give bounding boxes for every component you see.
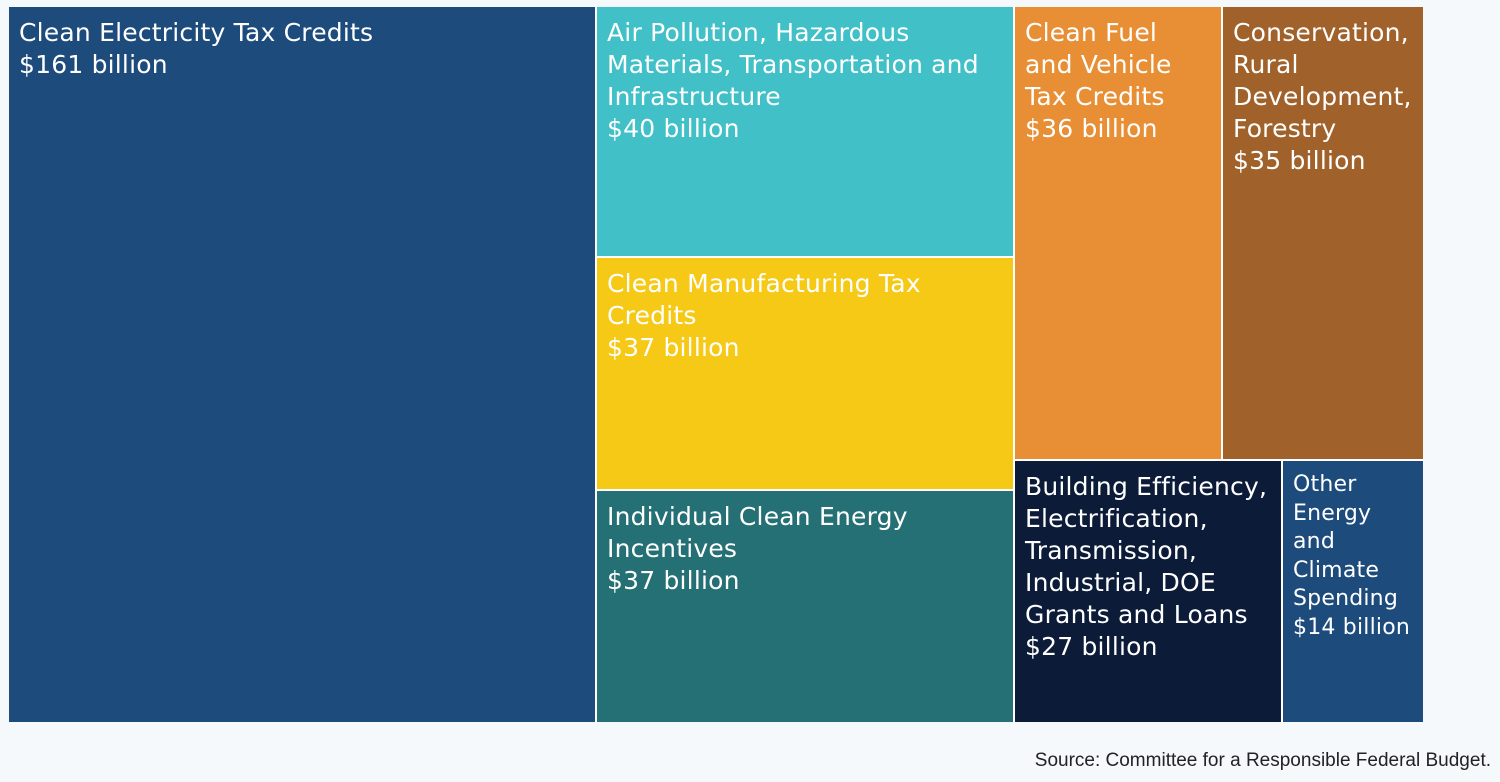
- tile-value: $36 billion: [1025, 114, 1158, 143]
- tile-value: $27 billion: [1025, 632, 1158, 661]
- tile-label: Air Pollution, Hazardous Materials, Trans…: [607, 18, 979, 111]
- tile-label: Clean Manufacturing Tax Credits: [607, 269, 921, 330]
- tile-label: Building Efficiency, Electrification, Tran…: [1025, 472, 1268, 629]
- tile-label: Clean Fuel and Vehicle Tax Credits: [1025, 18, 1172, 111]
- treemap-tile-clean-manufacturing: Clean Manufacturing Tax Credits $37 billio…: [597, 258, 1013, 489]
- treemap-tile-conservation: Conservation, Rural Development, Forestry $3…: [1223, 7, 1423, 459]
- treemap-chart: Clean Electricity Tax Credits $161 billio…: [9, 7, 1423, 722]
- tile-value: $37 billion: [607, 333, 740, 362]
- treemap-tile-clean-fuel-vehicle: Clean Fuel and Vehicle Tax Credits $36 bill…: [1015, 7, 1221, 459]
- treemap-tile-air-pollution: Air Pollution, Hazardous Materials, Trans…: [597, 7, 1013, 256]
- treemap-tile-building-efficiency: Building Efficiency, Electrification, Tran…: [1015, 461, 1281, 722]
- source-note: Source: Committee for a Responsible Fede…: [1034, 750, 1491, 771]
- treemap-tile-individual-clean-energy: Individual Clean Energy Incentives $37 bil…: [597, 491, 1013, 722]
- tile-value: $161 billion: [19, 50, 168, 79]
- treemap-tile-other-energy: Other Energy and Climate Spending $14 billion: [1283, 461, 1423, 722]
- tile-value: $35 billion: [1233, 146, 1366, 175]
- tile-value: $40 billion: [607, 114, 740, 143]
- tile-label: Clean Electricity Tax Credits: [19, 18, 374, 47]
- tile-label: Conservation, Rural Development, Forestry: [1233, 18, 1412, 143]
- tile-label: Individual Clean Energy Incentives: [607, 502, 908, 563]
- treemap-tile-clean-electricity: Clean Electricity Tax Credits $161 billio…: [9, 7, 595, 722]
- tile-value: $37 billion: [607, 566, 740, 595]
- tile-label: Other Energy and Climate Spending: [1293, 472, 1398, 611]
- tile-value: $14 billion: [1293, 614, 1411, 640]
